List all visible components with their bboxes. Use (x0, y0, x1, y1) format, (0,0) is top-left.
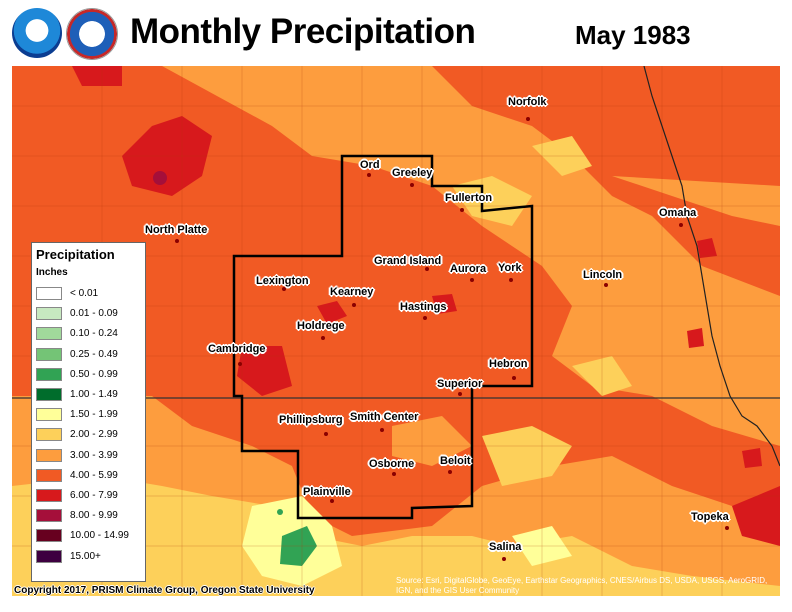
legend-label: 0.01 - 0.09 (70, 308, 118, 320)
city-marker (423, 316, 427, 320)
city-label-topeka: Topeka (691, 511, 729, 523)
city-label-smith-center: Smith Center (350, 411, 419, 423)
legend-swatch (36, 428, 62, 442)
city-marker (460, 208, 464, 212)
city-marker (410, 183, 414, 187)
city-marker (448, 470, 452, 474)
city-marker (470, 278, 474, 282)
precipitation-map[interactable]: Norfolk Ord Greeley Fullerton North Plat… (12, 66, 780, 596)
legend-label: 4.00 - 5.99 (70, 469, 118, 481)
city-label-lexington: Lexington (256, 275, 309, 287)
legend-swatch (36, 327, 62, 341)
legend-label: 0.10 - 0.24 (70, 328, 118, 340)
city-label-phillipsburg: Phillipsburg (279, 414, 343, 426)
city-label-omaha: Omaha (659, 207, 697, 219)
legend-units: Inches (36, 267, 68, 278)
legend-swatch (36, 549, 62, 563)
city-marker (502, 557, 506, 561)
legend-swatch (36, 408, 62, 422)
city-marker (458, 392, 462, 396)
header: Monthly Precipitation May 1983 (0, 0, 792, 66)
city-marker (330, 499, 334, 503)
legend-label: 15.00+ (70, 550, 101, 562)
city-label-osborne: Osborne (369, 458, 415, 470)
city-label-cambridge: Cambridge (208, 343, 266, 355)
city-marker (175, 239, 179, 243)
city-label-superior: Superior (437, 378, 483, 390)
city-label-kearney: Kearney (330, 286, 374, 298)
city-marker (725, 526, 729, 530)
city-label-north-platte: North Platte (145, 224, 208, 236)
legend-swatch (36, 367, 62, 381)
legend-label: 2.00 - 2.99 (70, 429, 118, 441)
city-label-ord: Ord (360, 159, 380, 171)
city-label-hebron: Hebron (489, 358, 528, 370)
city-marker (367, 173, 371, 177)
legend-label: 8.00 - 9.99 (70, 510, 118, 522)
legend-label: 10.00 - 14.99 (70, 530, 129, 542)
national-weather-service-logo (66, 8, 118, 60)
legend-swatch (36, 388, 62, 401)
legend-label: < 0.01 (70, 288, 99, 299)
copyright-text: Copyright 2017, PRISM Climate Group, Ore… (14, 585, 315, 596)
legend-label: 0.50 - 0.99 (70, 368, 118, 380)
city-label-holdrege: Holdrege (297, 320, 345, 332)
map-title: Monthly Precipitation (130, 12, 476, 51)
legend-swatch (36, 307, 62, 321)
legend-swatch (36, 287, 62, 300)
source-attribution: Source: Esri, DigitalGlobe, GeoEye, Eart… (396, 576, 768, 595)
city-marker (425, 267, 429, 271)
city-label-hastings: Hastings (400, 301, 447, 313)
legend-swatch (36, 529, 62, 543)
legend-label: 6.00 - 7.99 (70, 490, 118, 501)
legend: Precipitation Inches < 0.01 0.01 - 0.09 0.… (31, 242, 146, 582)
legend-label: 3.00 - 3.99 (70, 449, 118, 461)
legend-label: 1.50 - 1.99 (70, 409, 118, 421)
city-marker (509, 278, 513, 282)
precipitation-surface (12, 66, 780, 596)
city-marker (321, 336, 325, 340)
legend-swatch (36, 509, 62, 523)
city-label-grand-island: Grand Island (374, 255, 442, 267)
city-label-greeley: Greeley (392, 167, 433, 179)
map-date: May 1983 (575, 20, 691, 50)
legend-label: 1.00 - 1.49 (70, 389, 118, 400)
city-label-plainville: Plainville (303, 486, 351, 498)
city-marker (526, 117, 530, 121)
legend-label: 0.25 - 0.49 (70, 348, 118, 360)
city-marker (679, 223, 683, 227)
city-marker (392, 472, 396, 476)
city-marker (352, 303, 356, 307)
city-label-lincoln: Lincoln (583, 269, 623, 281)
city-marker (324, 432, 328, 436)
city-marker (380, 428, 384, 432)
noaa-logo (12, 8, 62, 58)
city-label-fullerton: Fullerton (445, 192, 493, 204)
city-label-aurora: Aurora (450, 263, 487, 275)
legend-swatch (36, 448, 62, 462)
legend-title: Precipitation (36, 247, 115, 262)
city-marker (282, 287, 286, 291)
legend-swatch (36, 347, 62, 361)
city-label-norfolk: Norfolk (508, 96, 547, 108)
city-label-beloit: Beloit (440, 455, 471, 467)
legend-swatch (36, 468, 62, 482)
city-marker (604, 283, 608, 287)
city-label-york: York (498, 262, 522, 274)
city-label-salina: Salina (489, 541, 522, 553)
city-marker (238, 362, 242, 366)
legend-swatch (36, 489, 62, 502)
city-marker (512, 376, 516, 380)
